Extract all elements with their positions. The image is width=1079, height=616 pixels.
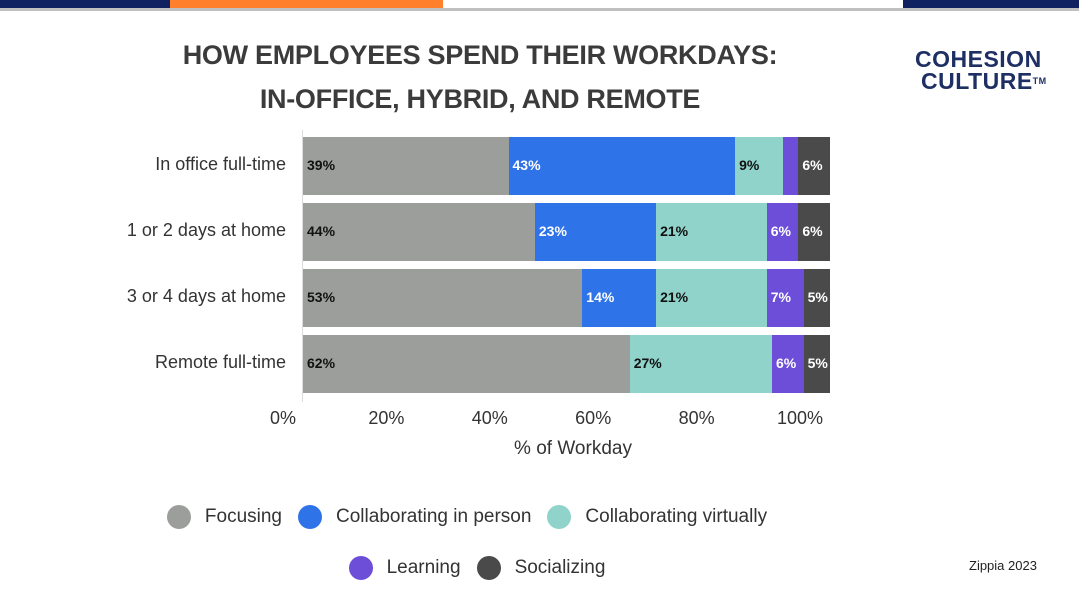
x-tick-label: 80% <box>678 408 715 428</box>
data-label: 6% <box>776 355 797 371</box>
data-label: 44% <box>307 223 336 239</box>
legend-item-collaborating-virtually: Collaborating virtually <box>547 505 767 529</box>
logo-tm: TM <box>1032 76 1047 86</box>
bar-segment-socializing: 6% <box>798 137 830 195</box>
bar-segment-collaborating-in-person: 14% <box>582 269 657 327</box>
category-label-remote-full-time: Remote full-time <box>154 352 286 372</box>
bar-segment-focusing: 62% <box>303 335 630 393</box>
chart-title-line-1: HOW EMPLOYEES SPEND THEIR WORKDAYS: <box>182 40 778 70</box>
legend-item-collaborating-in-person: Collaborating in person <box>298 505 531 529</box>
bar-segment-learning: 7% <box>766 269 804 327</box>
bar-segment-learning <box>782 137 799 195</box>
bar-segment-socializing: 6% <box>798 203 830 261</box>
data-label: 53% <box>307 289 336 305</box>
data-label: 21% <box>660 223 689 239</box>
category-label-in-office-full-time: In office full-time <box>155 154 286 174</box>
legend-row-2: Learning Socializing <box>10 556 960 580</box>
legend-label: Focusing <box>204 506 283 527</box>
logo-line-1: COHESION <box>915 46 1042 72</box>
data-label: 39% <box>307 157 336 173</box>
legend-item-socializing: Socializing <box>476 556 606 580</box>
data-label: 6% <box>802 223 823 239</box>
legend-swatch <box>166 505 191 529</box>
x-tick-label: 100% <box>776 408 824 428</box>
bar-segment-collaborating-in-person: 43% <box>508 137 736 195</box>
category-label-1-or-2-days-at-home: 1 or 2 days at home <box>126 220 286 240</box>
cohesion-culture-logo: COHESION CULTURETM <box>915 46 1047 94</box>
x-tick-label: 20% <box>368 408 405 428</box>
top-bar-navy-left <box>0 0 170 8</box>
bar-segment-collaborating-virtually: 27% <box>629 335 773 393</box>
data-label: 7% <box>770 289 791 305</box>
top-bar-orange <box>170 0 443 8</box>
top-bar-navy-right <box>903 0 1079 8</box>
x-tick-label: 40% <box>471 408 508 428</box>
bar-segment-collaborating-virtually: 21% <box>656 203 767 261</box>
legend-label: Collaborating in person <box>336 506 532 527</box>
data-label: 9% <box>739 157 760 173</box>
data-label: 5% <box>807 355 828 371</box>
data-label: 6% <box>770 223 791 239</box>
legend-label: Socializing <box>514 557 606 578</box>
data-label: 23% <box>538 223 567 239</box>
data-label: 27% <box>633 355 662 371</box>
legend-row-1: Focusing Collaborating in person Collabora… <box>0 505 950 529</box>
x-tick-label: 0% <box>269 408 297 428</box>
bar-segment-socializing: 5% <box>803 269 830 327</box>
bar-segment-collaborating-virtually: 9% <box>735 137 783 195</box>
legend-swatch <box>298 505 323 529</box>
data-label: 62% <box>307 355 336 371</box>
legend-swatch <box>348 556 373 580</box>
bar-segment-learning: 6% <box>772 335 804 393</box>
bar-segment-learning: 6% <box>766 203 799 261</box>
logo-line-2: CULTURE <box>921 68 1033 94</box>
data-label: 5% <box>807 289 828 305</box>
bar-segment-socializing: 5% <box>803 335 830 393</box>
y-axis-line <box>302 130 303 402</box>
chart-title-line-2: IN-OFFICE, HYBRID, AND REMOTE <box>259 84 701 114</box>
data-label: 6% <box>802 157 823 173</box>
source-note: Zippia 2023 <box>969 558 1037 573</box>
legend-label: Learning <box>386 557 461 578</box>
bar-segment-focusing: 39% <box>303 137 509 195</box>
legend-swatch <box>476 556 501 580</box>
legend-swatch <box>547 505 572 529</box>
bar-segment-collaborating-in-person: 23% <box>534 203 657 261</box>
legend-item-focusing: Focusing <box>166 505 283 529</box>
bar-segment-collaborating-virtually: 21% <box>656 269 767 327</box>
data-label: 14% <box>586 289 615 305</box>
x-axis-label: % of Workday <box>514 438 632 459</box>
bar-segment-focusing: 44% <box>303 203 535 261</box>
x-tick-label: 60% <box>575 408 612 428</box>
bar-segment-focusing: 53% <box>303 269 583 327</box>
data-label: 21% <box>660 289 689 305</box>
legend-label: Collaborating virtually <box>585 506 768 527</box>
legend-item-learning: Learning <box>348 556 461 580</box>
data-label: 43% <box>512 157 541 173</box>
top-divider <box>0 8 1079 11</box>
category-label-3-or-4-days-at-home: 3 or 4 days at home <box>126 286 286 306</box>
